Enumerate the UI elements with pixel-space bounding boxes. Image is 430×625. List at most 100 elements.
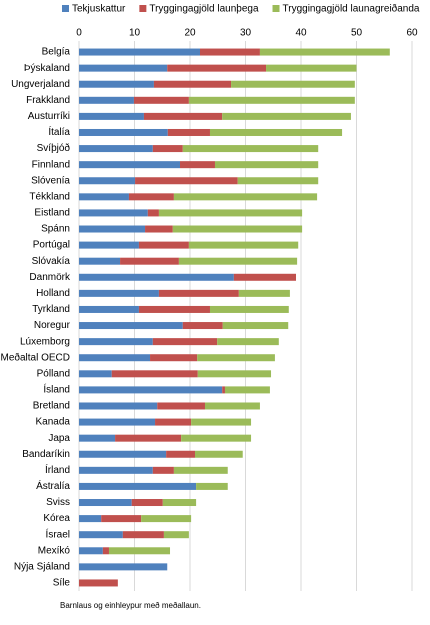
y-tick-label: Portúgal	[33, 240, 70, 251]
bar-segment	[79, 225, 146, 233]
y-tick-label: Slóvenía	[31, 175, 70, 186]
bar-segment	[143, 112, 223, 120]
bar-segment	[131, 499, 163, 507]
y-tick-label: Kórea	[43, 513, 70, 524]
bar-segment	[259, 48, 390, 56]
bar-segment	[153, 80, 232, 88]
bar-segment	[172, 225, 303, 233]
y-tick-label: Tékkland	[29, 191, 70, 202]
bar-segment	[79, 161, 181, 169]
bar-segment	[147, 209, 159, 217]
bar-segment	[79, 145, 153, 153]
bar-segment	[141, 515, 192, 523]
bar-segment	[222, 322, 289, 330]
legend-swatch	[62, 5, 69, 12]
bar-segment	[79, 96, 134, 104]
bar-segment	[188, 241, 299, 249]
y-tick-label: Meðaltal OECD	[1, 351, 70, 363]
bar-segment	[79, 209, 148, 217]
legend-swatch	[139, 5, 147, 12]
y-tick-label: Frakkland	[26, 95, 70, 106]
bar-segment	[222, 112, 351, 120]
x-tick-label: 10	[129, 28, 141, 39]
y-tick-label: Ítalía	[48, 125, 70, 138]
bar-segment	[79, 48, 200, 56]
bar-segment	[128, 193, 174, 201]
bar-segment	[163, 531, 189, 539]
y-tick-label: Tyrkland	[32, 304, 70, 315]
bar-segment	[173, 193, 318, 201]
x-tick-label: 50	[351, 28, 363, 39]
y-tick-label: Mexíkó	[38, 545, 71, 556]
y-tick-label: Danmörk	[29, 272, 71, 283]
x-tick-label: 60	[406, 28, 418, 39]
bar-segment	[204, 402, 260, 410]
bar-segment	[182, 145, 319, 153]
bar-segment	[115, 434, 182, 442]
y-tick-label: Spánn	[41, 224, 70, 235]
bar-segment	[79, 193, 129, 201]
bar-segment	[79, 466, 153, 474]
y-tick-label: Írland	[45, 463, 70, 476]
bar-segment	[181, 434, 252, 442]
bar-segment	[182, 322, 223, 330]
legend-label: Tekjuskattur	[72, 4, 126, 15]
bar-segment	[79, 273, 234, 281]
bar-segment	[152, 145, 183, 153]
bar-segment	[266, 64, 357, 72]
y-tick-label: Sviss	[46, 497, 70, 508]
bar-segment	[209, 128, 343, 136]
y-tick-label: Ísrael	[46, 527, 70, 540]
bar-segment	[199, 48, 260, 56]
bar-segment	[79, 322, 183, 330]
bar-segment	[196, 482, 228, 490]
bar-segment	[79, 128, 168, 136]
legend-label: Tryggingagjöld launþega	[149, 4, 259, 15]
bar-segment	[111, 370, 198, 378]
y-tick-label: Noregur	[34, 320, 71, 331]
bar-segment	[79, 289, 159, 297]
y-tick-label: Kanada	[36, 417, 71, 428]
legend-swatch	[272, 5, 280, 12]
bar-segment	[167, 128, 210, 136]
bar-segment	[79, 450, 167, 458]
bar-segment	[133, 96, 189, 104]
bar-segment	[79, 338, 153, 346]
bar-segment	[197, 354, 275, 362]
bar-segment	[120, 257, 179, 265]
bar-segment	[209, 305, 289, 313]
bar-segment	[79, 418, 156, 426]
bar-segment	[79, 499, 132, 507]
bar-segment	[217, 338, 279, 346]
bar-segment	[135, 177, 238, 185]
bar-segment	[79, 112, 144, 120]
bar-segment	[79, 531, 123, 539]
bar-segment	[197, 370, 272, 378]
y-tick-label: Finnland	[32, 159, 70, 170]
bar-segment	[152, 338, 218, 346]
bar-segment	[238, 289, 290, 297]
bar-segment	[79, 402, 158, 410]
y-tick-label: Bandaríkin	[22, 449, 70, 460]
bar-segment	[79, 370, 112, 378]
x-tick-label: 40	[295, 28, 307, 39]
bar-segment	[79, 482, 197, 490]
y-tick-label: Ástralía	[36, 479, 70, 492]
legend-label: Tryggingagjöld launagreiðanda	[283, 3, 420, 15]
bar-segment	[102, 547, 109, 555]
bar-segment	[166, 450, 195, 458]
bar-segment	[79, 80, 154, 88]
y-tick-label: Slóvakía	[32, 256, 71, 267]
bar-segment	[158, 209, 303, 217]
bar-segment	[222, 386, 225, 394]
bar-segment	[79, 64, 168, 72]
y-tick-label: Ungverjaland	[11, 79, 70, 90]
bar-segment	[138, 241, 189, 249]
x-tick-label: 20	[184, 28, 196, 39]
y-tick-label: Lúxemborg	[20, 336, 70, 347]
bar-segment	[231, 80, 355, 88]
bar-segment	[79, 354, 151, 362]
y-tick-label: Síle	[53, 578, 71, 589]
bar-segment	[122, 531, 164, 539]
